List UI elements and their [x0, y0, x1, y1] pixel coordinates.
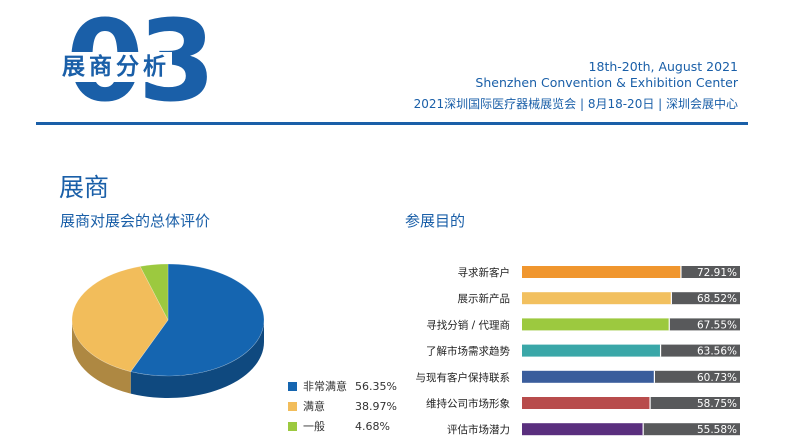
bar-remainder	[669, 318, 740, 331]
bar-category-label: 了解市场需求趋势	[426, 345, 510, 358]
bar	[522, 344, 661, 357]
bar	[522, 292, 672, 305]
bar-category-label: 维持公司市场形象	[426, 397, 510, 410]
header-divider	[36, 122, 748, 125]
bar-remainder	[654, 370, 740, 383]
legend-item: 满意 38.97%	[288, 396, 397, 416]
legend-value: 4.68%	[355, 419, 390, 433]
bar-category-label: 寻求新客户	[458, 266, 511, 279]
legend-item: 非常满意 56.35%	[288, 376, 397, 396]
pie-slice	[139, 263, 169, 321]
bar	[522, 266, 681, 278]
bar	[522, 370, 655, 383]
section-label: 展商分析	[60, 52, 172, 82]
event-title-cn: 2021深圳国际医疗器械展览会 | 8月18-20日 | 深圳会展中心	[413, 97, 738, 111]
legend-swatch	[288, 421, 297, 431]
pie-legend: 非常满意 56.35% 满意 38.97% 一般 4.68%	[288, 376, 397, 436]
bar-remainder	[680, 266, 740, 278]
bar-remainder	[650, 397, 740, 409]
bar	[522, 397, 651, 409]
bar-value-label: 55.58%	[697, 424, 737, 436]
bar-category-label: 展示新产品	[458, 292, 511, 305]
pie-slice-side	[72, 320, 131, 394]
bar-remainder	[643, 423, 740, 436]
bar-category-label: 评估市场潜力	[447, 423, 510, 436]
bar-category-label: 寻找分销 / 代理商	[426, 318, 510, 331]
pie-chart-title: 展商对展会的总体评价	[60, 212, 211, 230]
bar-chart: 寻求新客户 72.91% 展示新产品 68.52% 寻找分销 / 代理商 67.55% 了解…	[416, 266, 740, 436]
event-dates: 18th-20th, August 2021	[588, 59, 738, 74]
bar-value-label: 60.73%	[697, 372, 737, 384]
bar-value-label: 72.91%	[697, 267, 737, 279]
event-info: 18th-20th, August 2021 Shenzhen Conventi…	[414, 59, 738, 113]
bar	[522, 423, 644, 436]
bar-chart-title: 参展目的	[405, 212, 466, 230]
pie-chart	[71, 263, 265, 398]
legend-label: 一般	[303, 420, 325, 433]
legend-label: 非常满意	[303, 380, 347, 393]
pie-slice	[71, 266, 169, 372]
bar-value-label: 67.55%	[697, 319, 737, 331]
bar-value-label: 63.56%	[697, 346, 737, 358]
legend-value: 56.35%	[355, 379, 397, 393]
bar-value-label: 68.52%	[697, 293, 737, 305]
bar-category-label: 与现有客户保持联系	[416, 371, 511, 384]
legend-value: 38.97%	[355, 399, 397, 413]
bar-remainder	[671, 292, 740, 305]
bar-value-label: 58.75%	[697, 398, 737, 410]
pie-slice-side	[130, 320, 264, 398]
legend-swatch	[288, 381, 297, 391]
legend-swatch	[288, 401, 297, 411]
event-venue: Shenzhen Convention & Exhibition Center	[475, 75, 738, 90]
pie-slice	[130, 263, 265, 377]
page-title: 展商	[59, 173, 110, 202]
legend-label: 满意	[303, 400, 325, 413]
bar	[522, 318, 670, 331]
legend-item: 一般 4.68%	[288, 416, 397, 436]
bar-remainder	[660, 344, 740, 357]
